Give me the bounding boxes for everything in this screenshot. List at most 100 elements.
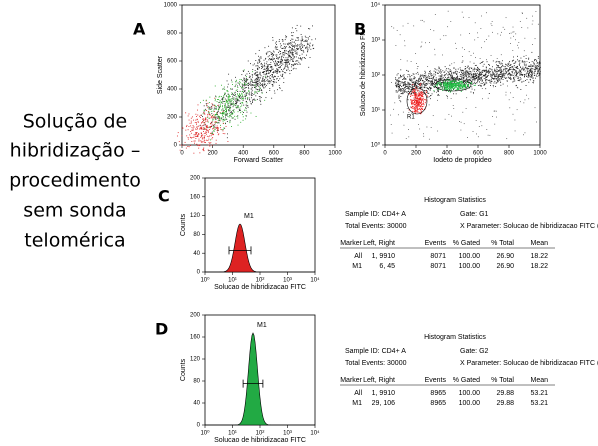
- stats-cell: 8071: [430, 263, 446, 270]
- dot: [272, 50, 274, 52]
- dot: [519, 72, 521, 74]
- dot: [496, 70, 498, 72]
- dot: [428, 138, 430, 140]
- dot: [503, 72, 505, 74]
- dot: [452, 82, 454, 84]
- y-tick-label: 160: [190, 335, 201, 341]
- dot: [201, 122, 202, 124]
- dot: [295, 52, 297, 54]
- dot: [528, 58, 530, 60]
- dot: [243, 77, 245, 79]
- dot: [452, 79, 454, 81]
- dot: [509, 107, 511, 109]
- dot: [532, 15, 533, 17]
- dot: [468, 84, 470, 86]
- dot: [228, 110, 229, 112]
- dot: [414, 99, 416, 101]
- dot: [422, 96, 424, 98]
- dot: [279, 64, 281, 66]
- dot: [430, 29, 431, 30]
- dot: [404, 84, 406, 85]
- dot: [398, 80, 400, 82]
- dot: [433, 77, 434, 78]
- dot: [415, 100, 417, 102]
- dot: [397, 82, 399, 84]
- dot: [454, 84, 456, 86]
- dot: [492, 31, 493, 33]
- dot: [200, 141, 202, 143]
- dot: [395, 84, 397, 86]
- dot: [199, 125, 201, 127]
- dot: [233, 111, 235, 113]
- dot: [292, 64, 294, 66]
- dot: [513, 73, 515, 75]
- dot: [260, 84, 262, 86]
- dot: [312, 48, 314, 50]
- dot: [266, 61, 268, 63]
- dot: [454, 87, 456, 89]
- dot: [476, 68, 478, 70]
- dot: [247, 106, 249, 108]
- dot: [498, 70, 499, 71]
- dot: [251, 74, 253, 76]
- dot: [225, 111, 227, 113]
- dot: [459, 74, 461, 75]
- dot: [207, 129, 209, 131]
- dot: [196, 134, 198, 136]
- dot: [419, 128, 421, 130]
- dot: [443, 71, 445, 73]
- dot: [203, 131, 204, 132]
- dot: [453, 79, 455, 81]
- dot: [411, 101, 413, 103]
- dot: [416, 105, 418, 107]
- dot: [444, 66, 446, 68]
- dot: [251, 95, 253, 96]
- dot: [425, 84, 427, 86]
- stats-cell: 8965: [430, 390, 446, 397]
- dot: [225, 122, 226, 124]
- dot: [499, 69, 501, 71]
- dot: [248, 99, 250, 101]
- dot: [451, 75, 453, 77]
- dot: [500, 68, 502, 69]
- dot: [426, 95, 428, 97]
- dot: [516, 67, 518, 69]
- dot: [459, 87, 461, 89]
- dot: [440, 84, 442, 86]
- dot: [256, 75, 258, 77]
- dot: [499, 66, 501, 68]
- dot: [283, 46, 285, 48]
- dot: [283, 52, 284, 54]
- dot: [448, 82, 450, 84]
- dot: [251, 80, 253, 82]
- dot: [459, 84, 461, 86]
- dot: [292, 50, 294, 52]
- dot: [464, 68, 466, 70]
- dot: [407, 86, 409, 88]
- dot: [221, 99, 223, 100]
- dot: [395, 90, 397, 91]
- dot: [289, 54, 291, 56]
- stats-cell: 100.00: [459, 390, 481, 397]
- dot: [224, 106, 225, 108]
- dot: [411, 87, 412, 89]
- dot: [518, 69, 520, 71]
- dot: [242, 99, 244, 101]
- dot: [301, 58, 303, 60]
- dot: [455, 89, 457, 91]
- dot: [474, 72, 476, 74]
- dot: [289, 70, 291, 72]
- dot: [275, 54, 277, 56]
- dot: [511, 72, 513, 74]
- dot: [397, 90, 399, 92]
- dot: [232, 93, 233, 95]
- dot: [304, 40, 306, 42]
- dot: [534, 77, 536, 79]
- dot: [447, 85, 449, 87]
- dot: [212, 134, 214, 136]
- dot: [236, 97, 238, 99]
- dot: [419, 77, 421, 79]
- dot: [181, 144, 183, 146]
- dot: [420, 83, 422, 85]
- dot: [205, 132, 206, 134]
